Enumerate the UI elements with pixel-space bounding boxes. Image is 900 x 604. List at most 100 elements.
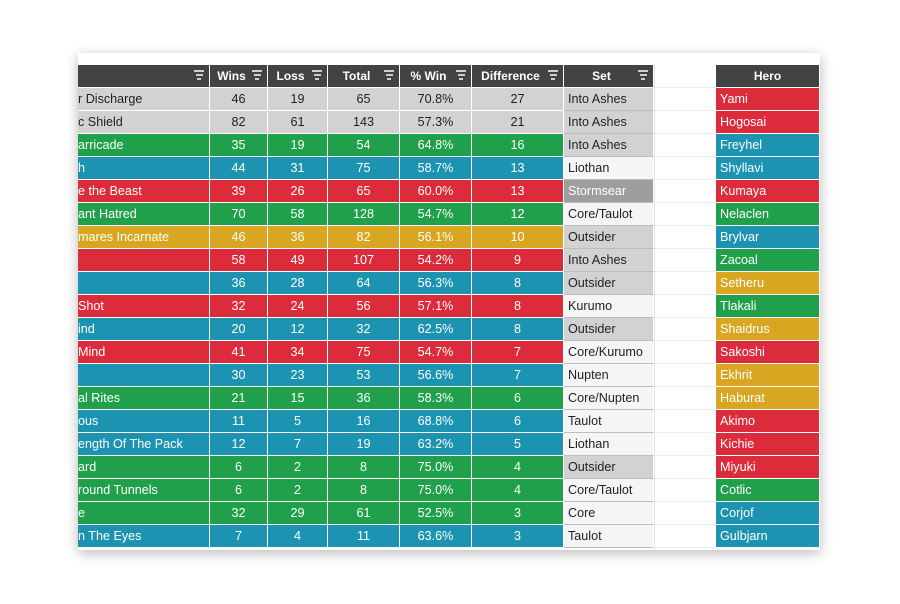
total-cell[interactable]: 143 (328, 111, 400, 134)
wins-cell[interactable]: 44 (210, 157, 268, 180)
set-cell[interactable]: Into Ashes (564, 88, 654, 111)
total-cell[interactable]: 56 (328, 295, 400, 318)
hero-cell[interactable]: Brylvar (716, 226, 820, 249)
pct-cell[interactable]: 63.2% (400, 433, 472, 456)
hero-cell[interactable]: Nelaclen (716, 203, 820, 226)
set-cell[interactable]: Liothan (564, 433, 654, 456)
pct-cell[interactable]: 52.5% (400, 502, 472, 525)
total-cell[interactable]: 107 (328, 249, 400, 272)
hero-cell[interactable]: Cotlic (716, 479, 820, 502)
set-cell[interactable]: Outsider (564, 456, 654, 479)
hero-cell[interactable]: Freyhel (716, 134, 820, 157)
card-name-cell[interactable]: h (78, 157, 210, 180)
pct-cell[interactable]: 64.8% (400, 134, 472, 157)
total-cell[interactable]: 8 (328, 479, 400, 502)
pct-cell[interactable]: 56.6% (400, 364, 472, 387)
wins-cell[interactable]: 39 (210, 180, 268, 203)
total-cell[interactable]: 128 (328, 203, 400, 226)
wins-cell[interactable]: 30 (210, 364, 268, 387)
hero-cell[interactable]: Setheru (716, 272, 820, 295)
card-name-cell[interactable]: ength Of The Pack (78, 433, 210, 456)
set-cell[interactable]: Core (564, 502, 654, 525)
pct-cell[interactable]: 58.7% (400, 157, 472, 180)
diff-cell[interactable]: 21 (472, 111, 564, 134)
card-name-cell[interactable]: round Tunnels (78, 479, 210, 502)
card-name-cell[interactable]: Shot (78, 295, 210, 318)
loss-cell[interactable]: 49 (268, 249, 328, 272)
pct-cell[interactable]: 75.0% (400, 456, 472, 479)
total-cell[interactable]: 32 (328, 318, 400, 341)
set-cell[interactable]: Core/Kurumo (564, 341, 654, 364)
diff-cell[interactable]: 12 (472, 203, 564, 226)
pct-cell[interactable]: 56.1% (400, 226, 472, 249)
loss-cell[interactable]: 29 (268, 502, 328, 525)
set-cell[interactable]: Outsider (564, 272, 654, 295)
set-cell[interactable]: Taulot (564, 410, 654, 433)
diff-cell[interactable]: 3 (472, 525, 564, 548)
card-name-cell[interactable] (78, 364, 210, 387)
hero-cell[interactable]: Haburat (716, 387, 820, 410)
hero-cell[interactable]: Zacoal (716, 249, 820, 272)
total-cell[interactable]: 19 (328, 433, 400, 456)
loss-cell[interactable]: 15 (268, 387, 328, 410)
pct-cell[interactable]: 62.5% (400, 318, 472, 341)
total-cell[interactable]: 64 (328, 272, 400, 295)
hero-cell[interactable]: Sakoshi (716, 341, 820, 364)
wins-cell[interactable]: 11 (210, 410, 268, 433)
wins-cell[interactable]: 12 (210, 433, 268, 456)
total-cell[interactable]: 65 (328, 88, 400, 111)
pct-cell[interactable]: 58.3% (400, 387, 472, 410)
pct-cell[interactable]: 54.2% (400, 249, 472, 272)
wins-cell[interactable]: 7 (210, 525, 268, 548)
loss-cell[interactable]: 26 (268, 180, 328, 203)
loss-cell[interactable]: 19 (268, 88, 328, 111)
wins-cell[interactable]: 58 (210, 249, 268, 272)
header-set[interactable]: Set (564, 65, 654, 88)
wins-cell[interactable]: 82 (210, 111, 268, 134)
loss-cell[interactable]: 2 (268, 456, 328, 479)
total-cell[interactable]: 61 (328, 502, 400, 525)
card-name-cell[interactable]: mares Incarnate (78, 226, 210, 249)
total-cell[interactable]: 8 (328, 456, 400, 479)
card-name-cell[interactable]: ard (78, 456, 210, 479)
total-cell[interactable]: 54 (328, 134, 400, 157)
total-cell[interactable]: 75 (328, 157, 400, 180)
diff-cell[interactable]: 13 (472, 180, 564, 203)
total-cell[interactable]: 11 (328, 525, 400, 548)
loss-cell[interactable]: 5 (268, 410, 328, 433)
card-name-cell[interactable]: Mind (78, 341, 210, 364)
set-cell[interactable]: Into Ashes (564, 249, 654, 272)
wins-cell[interactable]: 21 (210, 387, 268, 410)
card-name-cell[interactable] (78, 272, 210, 295)
hero-cell[interactable]: Kumaya (716, 180, 820, 203)
loss-cell[interactable]: 4 (268, 525, 328, 548)
diff-cell[interactable]: 6 (472, 387, 564, 410)
card-name-cell[interactable] (78, 249, 210, 272)
diff-cell[interactable]: 5 (472, 433, 564, 456)
filter-icon[interactable] (312, 70, 322, 81)
filter-icon[interactable] (252, 70, 262, 81)
filter-icon[interactable] (456, 70, 466, 81)
loss-cell[interactable]: 34 (268, 341, 328, 364)
total-cell[interactable]: 36 (328, 387, 400, 410)
set-cell[interactable]: Core/Taulot (564, 479, 654, 502)
hero-cell[interactable]: Akimo (716, 410, 820, 433)
filter-icon[interactable] (638, 70, 648, 81)
hero-cell[interactable]: Yami (716, 88, 820, 111)
pct-cell[interactable]: 54.7% (400, 341, 472, 364)
filter-icon[interactable] (194, 70, 204, 81)
wins-cell[interactable]: 46 (210, 226, 268, 249)
diff-cell[interactable]: 3 (472, 502, 564, 525)
hero-cell[interactable]: Ekhrit (716, 364, 820, 387)
wins-cell[interactable]: 46 (210, 88, 268, 111)
wins-cell[interactable]: 20 (210, 318, 268, 341)
pct-cell[interactable]: 68.8% (400, 410, 472, 433)
pct-cell[interactable]: 57.1% (400, 295, 472, 318)
card-name-cell[interactable]: ind (78, 318, 210, 341)
hero-cell[interactable]: Corjof (716, 502, 820, 525)
loss-cell[interactable]: 61 (268, 111, 328, 134)
loss-cell[interactable]: 12 (268, 318, 328, 341)
card-name-cell[interactable]: n The Eyes (78, 525, 210, 548)
set-cell[interactable]: Stormsear (564, 180, 654, 203)
set-cell[interactable]: Outsider (564, 318, 654, 341)
